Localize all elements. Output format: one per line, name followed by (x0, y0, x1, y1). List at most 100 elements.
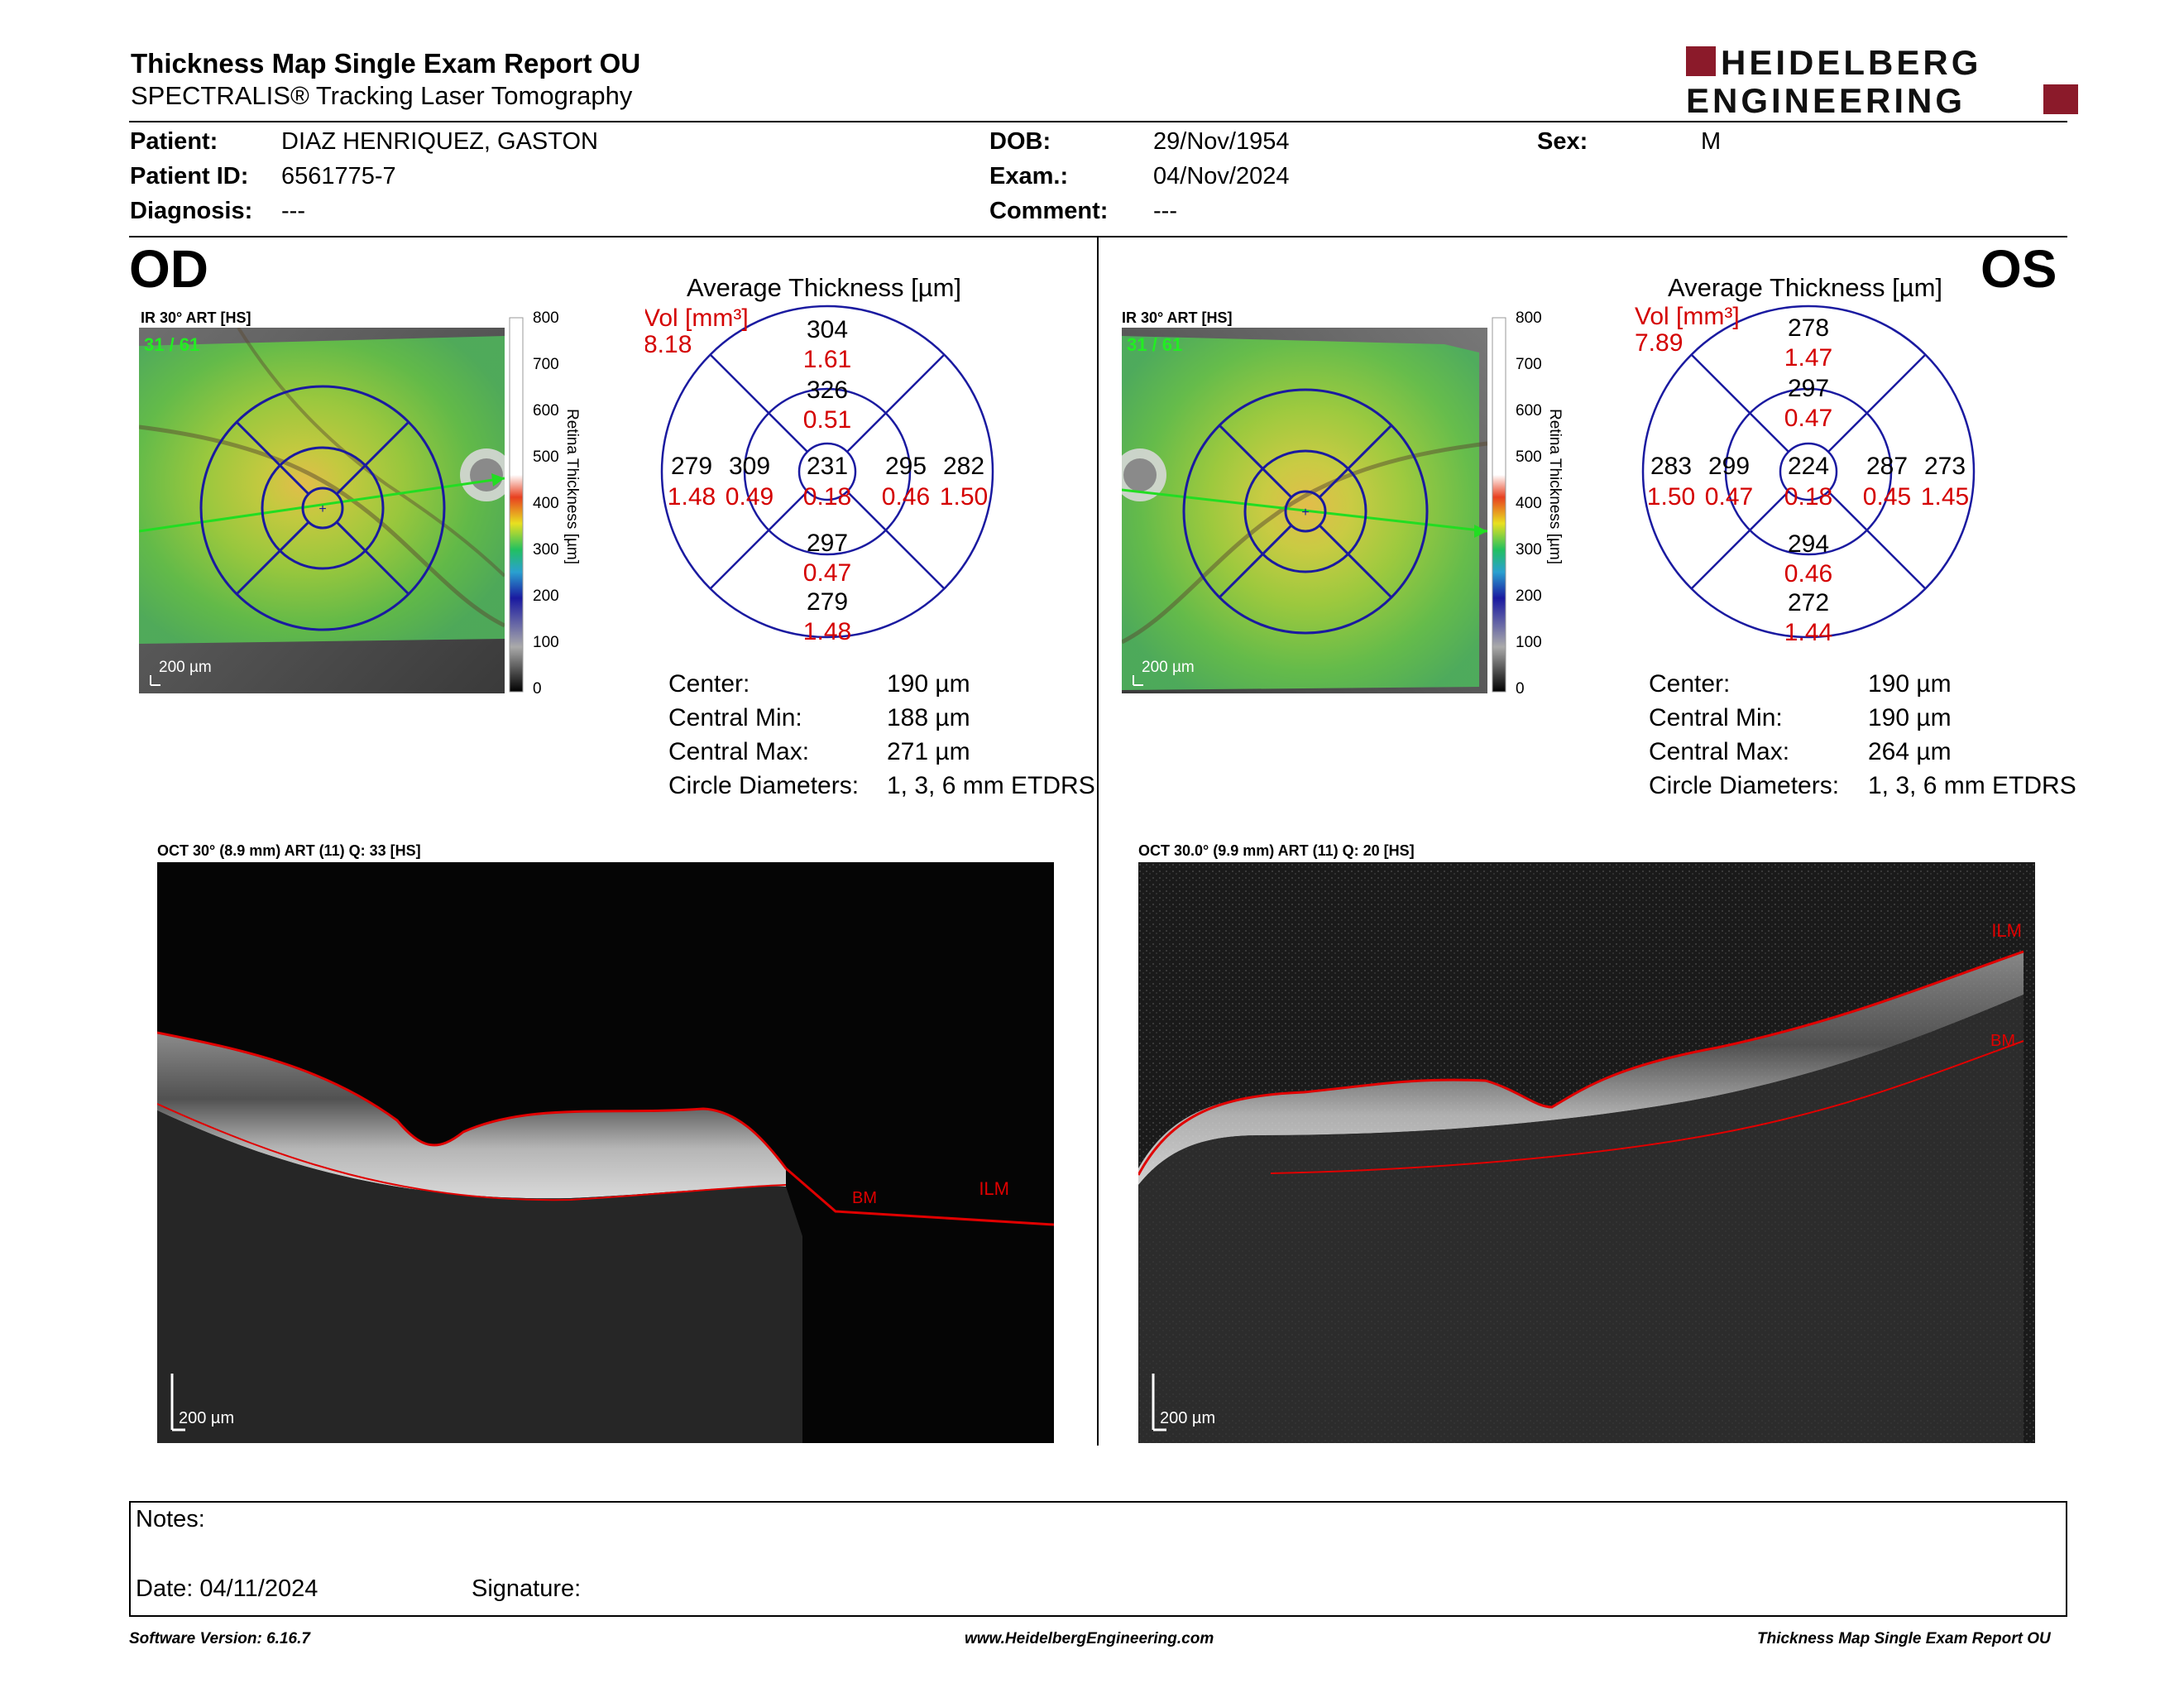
os-inner-sup-thickness: 297 (1788, 375, 1829, 402)
software-version: Software Version: 6.16.7 (129, 1630, 310, 1647)
od-bm-label: BM (852, 1189, 877, 1207)
os-stat-value: 190 µm (1868, 704, 1952, 731)
comment-label: Comment: (989, 198, 1109, 224)
eye-label-od: OD (129, 239, 208, 299)
svg-text:600: 600 (533, 402, 559, 420)
os-vol-label: Vol [mm³] (1635, 303, 1740, 330)
os-inner-left-thickness: 299 (1708, 453, 1750, 480)
od-outer-sup-thickness: 304 (807, 316, 848, 343)
sex-value: M (1701, 128, 1722, 155)
od-outer-left-volume: 1.48 (668, 483, 716, 511)
svg-text:+: + (1301, 506, 1309, 520)
os-inner-inf-thickness: 294 (1788, 530, 1829, 558)
svg-text:700: 700 (533, 356, 559, 373)
svg-text:0: 0 (1516, 680, 1525, 698)
os-outer-sup-thickness: 278 (1788, 314, 1829, 342)
colorbar-label: Retina Thickness [µm] (1546, 409, 1564, 564)
svg-text:400: 400 (1516, 495, 1542, 512)
exam-value: 04/Nov/2024 (1153, 163, 1290, 189)
od-outer-left-thickness: 279 (671, 453, 712, 480)
od-frame-counter: 31 / 61 (144, 334, 199, 355)
od-oct-bscan: ILM BM 200 µm (157, 862, 1054, 1443)
od-vol-total: 8.18 (645, 331, 692, 358)
os-oct-caption: OCT 30.0° (9.9 mm) ART (11) Q: 20 [HS] (1138, 842, 1415, 859)
od-outer-inf-thickness: 279 (807, 588, 848, 616)
heidelberg-logo: HEIDELBERG ENGINEERING (1686, 43, 2078, 117)
diagnosis-value: --- (281, 198, 305, 224)
os-outer-right-volume: 1.45 (1921, 483, 1969, 511)
od-outer-inf-volume: 1.48 (803, 618, 851, 645)
od-stat-label: Central Min: (668, 704, 802, 731)
od-center-thickness: 231 (807, 453, 848, 480)
od-stat-value: 188 µm (887, 704, 970, 731)
os-ir-caption: IR 30° ART [HS] (1122, 309, 1233, 326)
svg-text:500: 500 (1516, 448, 1542, 466)
patient-label: Patient: (130, 128, 218, 155)
os-stat-label: Center: (1649, 670, 1731, 698)
os-bm-label: BM (1990, 1032, 2015, 1050)
svg-text:100: 100 (1516, 634, 1542, 651)
footer-report-name: Thickness Map Single Exam Report OU (1757, 1630, 2051, 1647)
dob-label: DOB: (989, 128, 1051, 155)
os-oct-scale: 200 µm (1160, 1409, 1215, 1427)
os-outer-right-thickness: 273 (1924, 453, 1966, 480)
os-vol-total: 7.89 (1635, 329, 1683, 357)
os-center-thickness: 224 (1788, 453, 1829, 480)
report-subtitle: SPECTRALIS® Tracking Laser Tomography (131, 81, 633, 110)
od-outer-right-thickness: 282 (943, 453, 984, 480)
od-etdrs-grid: Vol [mm³] 8.18 304 1.61 326 0.51 279 1.4… (645, 305, 994, 645)
svg-text:800: 800 (533, 309, 559, 327)
dob-value: 29/Nov/1954 (1153, 128, 1290, 155)
od-center-volume: 0.18 (803, 483, 851, 511)
website-link[interactable]: www.HeidelbergEngineering.com (965, 1630, 1214, 1647)
od-vol-label: Vol [mm³] (645, 305, 749, 332)
os-stat-value: 264 µm (1868, 738, 1952, 765)
od-inner-inf-thickness: 297 (807, 530, 848, 557)
os-inner-right-thickness: 287 (1866, 453, 1908, 480)
od-ir-scale: 200 µm (159, 659, 212, 676)
os-oct-bscan: ILM BM 200 µm (1138, 862, 2035, 1443)
notes-box[interactable] (129, 1501, 2067, 1617)
svg-text:600: 600 (1516, 402, 1542, 420)
svg-text:100: 100 (533, 634, 559, 651)
brand-line1: HEIDELBERG (1721, 43, 1981, 82)
od-inner-sup-thickness: 326 (807, 376, 848, 404)
os-etdrs-grid: Vol [mm³] 7.89 278 1.47 297 0.47 283 1.5… (1635, 303, 1976, 646)
od-avg-title: Average Thickness [µm] (687, 273, 962, 302)
svg-text:500: 500 (533, 448, 559, 466)
comment-value: --- (1153, 198, 1177, 224)
od-oct-scale: 200 µm (179, 1409, 234, 1427)
od-colorbar: 800 700 600 500 400 300 200 100 0 Retina… (509, 309, 581, 698)
od-inner-right-volume: 0.46 (882, 483, 930, 511)
os-outer-left-thickness: 283 (1650, 453, 1692, 480)
notes-label: Notes: (136, 1506, 205, 1532)
os-stat-label: Circle Diameters: (1649, 772, 1840, 799)
od-inner-left-volume: 0.49 (726, 483, 774, 511)
od-stat-label: Circle Diameters: (668, 772, 860, 799)
od-stat-value: 1, 3, 6 mm ETDRS (887, 772, 1095, 799)
os-inner-sup-volume: 0.47 (1784, 405, 1832, 432)
os-outer-left-volume: 1.50 (1647, 483, 1695, 511)
os-outer-sup-volume: 1.47 (1784, 344, 1832, 372)
os-avg-title: Average Thickness [µm] (1668, 273, 1943, 302)
exam-label: Exam.: (989, 163, 1069, 189)
svg-text:400: 400 (533, 495, 559, 512)
os-stat-label: Central Min: (1649, 704, 1783, 731)
od-stat-value: 190 µm (887, 670, 970, 698)
patient-value: DIAZ HENRIQUEZ, GASTON (281, 128, 598, 155)
report-title: Thickness Map Single Exam Report OU (131, 48, 641, 79)
svg-text:200: 200 (1516, 587, 1542, 605)
divider (129, 236, 2067, 237)
patient-id-value: 6561775-7 (281, 163, 396, 189)
od-thickness-map: + 31 / 61 200 µm (139, 328, 505, 693)
od-inner-inf-volume: 0.47 (803, 559, 851, 587)
od-ilm-label: ILM (979, 1178, 1009, 1199)
od-oct-caption: OCT 30° (8.9 mm) ART (11) Q: 33 [HS] (157, 842, 421, 859)
os-ilm-label: ILM (1991, 920, 2022, 941)
os-inner-inf-volume: 0.46 (1784, 560, 1832, 587)
diagnosis-label: Diagnosis: (130, 198, 253, 224)
svg-text:800: 800 (1516, 309, 1542, 327)
eye-label-os: OS (1980, 239, 2057, 299)
os-ir-scale: 200 µm (1142, 659, 1195, 676)
svg-text:300: 300 (1516, 541, 1542, 559)
